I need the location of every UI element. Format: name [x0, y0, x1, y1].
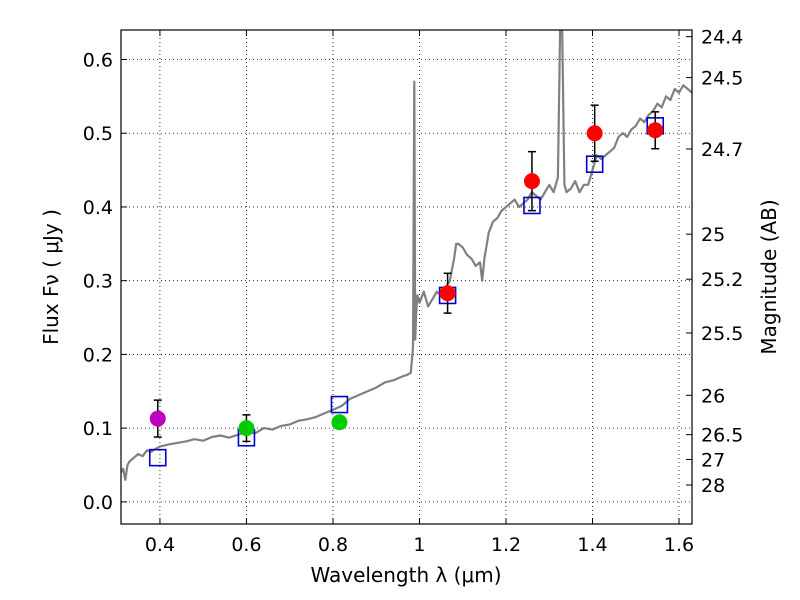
spectrum-line	[121, 30, 692, 481]
y-axis-right-label: Magnitude (AB)	[757, 199, 781, 354]
mag-tick-label: 26	[701, 385, 725, 407]
mag-tick-label: 24.4	[701, 27, 743, 49]
x-tick-label: 1.6	[664, 534, 694, 556]
x-tick-label: 0.4	[145, 534, 175, 556]
y-axis-label: Flux Fν ( μJy )	[39, 209, 63, 345]
data-marks	[148, 104, 665, 467]
y-tick-label: 0.5	[83, 123, 113, 145]
y-tick-label: 0.1	[83, 418, 113, 440]
y-tick-label: 0.0	[83, 492, 113, 514]
model-square-point	[148, 448, 167, 467]
observed-point	[238, 420, 255, 437]
model-square-point	[330, 395, 349, 414]
observed-point	[647, 122, 664, 139]
plot-area	[121, 30, 692, 481]
mag-tick-label: 24.7	[701, 139, 743, 161]
mag-tick-label: 25	[701, 224, 725, 246]
observed-point	[439, 285, 456, 302]
x-axis-label: Wavelength λ (μm)	[310, 563, 501, 587]
x-tick-label: 1.2	[491, 534, 521, 556]
y-tick-label: 0.6	[83, 49, 113, 71]
axis-ticks: 0.4 0.6 0.8 1 1.2 1.4 1.6 0.0 0.1 0.2 0.3 0.4 0.5 0.6…	[83, 27, 744, 556]
y-tick-label: 0.3	[83, 271, 113, 293]
x-tick-label: 0.6	[231, 534, 261, 556]
mag-tick-label: 25.5	[701, 323, 743, 345]
mag-tick-label: 28	[701, 475, 725, 497]
mag-tick-label: 27	[701, 449, 725, 471]
y-tick-label: 0.4	[83, 197, 113, 219]
mag-tick-label: 26.5	[701, 425, 743, 447]
mag-tick-label: 25.2	[701, 269, 743, 291]
x-tick-label: 1	[413, 534, 425, 556]
x-tick-label: 0.8	[318, 534, 348, 556]
observed-point	[586, 125, 603, 142]
y-tick-label: 0.2	[83, 344, 113, 366]
observed-point	[331, 414, 348, 431]
observed-point	[523, 173, 540, 190]
mag-tick-label: 24.5	[701, 68, 743, 90]
x-tick-label: 1.4	[577, 534, 607, 556]
plot-frame	[120, 29, 693, 525]
observed-point	[149, 410, 166, 427]
